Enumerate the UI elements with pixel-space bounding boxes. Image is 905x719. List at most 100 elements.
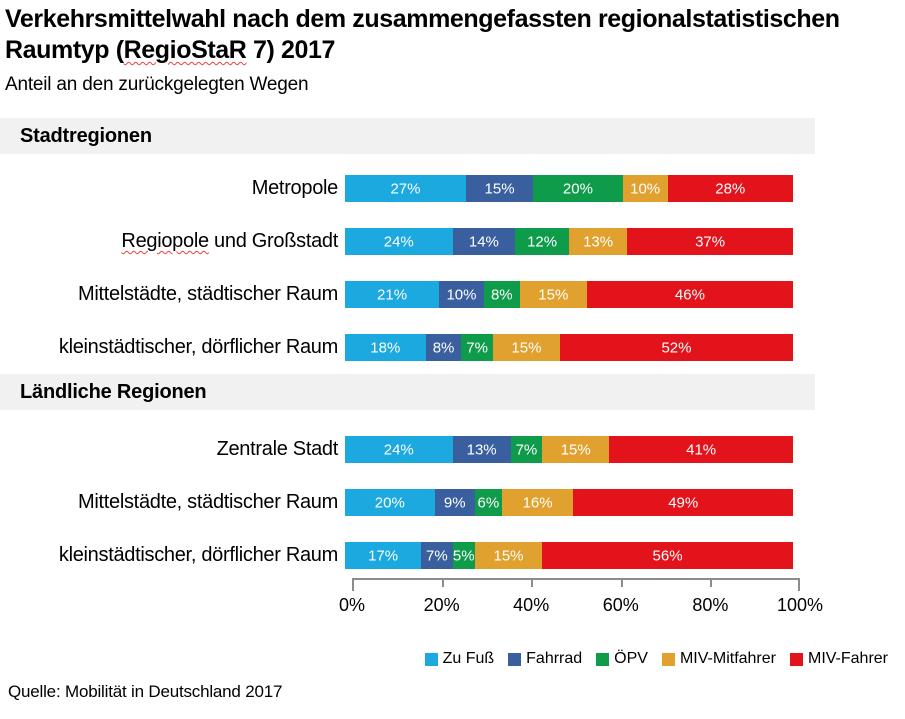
bar-value-label: 16% — [522, 494, 553, 511]
bar-value-label: 24% — [383, 233, 414, 250]
bar-value-label: 46% — [674, 286, 705, 303]
legend-swatch-zu-fu — [424, 652, 438, 666]
title-block: Verkehrsmittelwahl nach dem zusammengefa… — [0, 0, 905, 96]
legend-swatch-pv — [596, 652, 610, 666]
bar-segment-miv-fahrer: 56% — [542, 542, 793, 569]
legend-swatch-miv-fahrer — [789, 652, 803, 666]
bar-segment-miv-fahrer: 46% — [586, 281, 793, 308]
section-header-label: Ländliche Regionen — [20, 380, 207, 403]
chart-subtitle: Anteil an den zurückgelegten Wegen — [5, 74, 309, 95]
bar-segment-miv-fahrer: 28% — [667, 175, 793, 202]
bar-segment-pv: 7% — [461, 334, 493, 361]
bar-segment-fahrrad: 10% — [439, 281, 484, 308]
bar-segment-pv: 7% — [510, 436, 543, 463]
bar-value-label: 37% — [695, 233, 726, 250]
bar-segment-miv-mitfahrer: 10% — [622, 175, 668, 202]
bar-value-label: 21% — [377, 286, 408, 303]
bar-segment-zu-fu: 20% — [345, 489, 435, 516]
bar-value-label: 18% — [370, 339, 401, 356]
chart-row-zentrale-stadt: Zentrale Stadt 24% 13% 7% 15% 41% — [0, 423, 905, 476]
group-rows-l-ndliche-regionen: Zentrale Stadt 24% 13% 7% 15% 41% Mittelstädte… — [0, 410, 905, 582]
x-axis-tick-label: 60% — [602, 595, 639, 615]
stacked-bar: 24% 14% 12% 13% 37% — [345, 228, 793, 255]
legend-label: ÖPV — [614, 650, 648, 667]
bar-value-label: 24% — [383, 441, 414, 458]
x-axis-tick — [531, 578, 534, 587]
bar-value-label: 12% — [527, 233, 558, 250]
bar-value-label: 7% — [515, 441, 538, 458]
bar-segment-miv-mitfahrer: 15% — [519, 281, 587, 308]
legend-item-miv-fahrer: MIV-Fahrer — [789, 650, 888, 668]
bar-segment-miv-fahrer: 41% — [609, 436, 793, 463]
spellcheck-flagged-word: Regiopole — [121, 230, 209, 252]
bar-segment-pv: 20% — [533, 175, 623, 202]
bar-value-label: 7% — [425, 547, 448, 564]
bar-segment-fahrrad: 15% — [465, 175, 534, 202]
chart-title-line2-post: 7) 2017 — [246, 36, 335, 64]
bar-value-label: 15% — [493, 547, 524, 564]
bar-segment-miv-fahrer: 52% — [560, 334, 793, 361]
bar-segment-pv: 5% — [452, 542, 475, 569]
section-header-label: Stadtregionen — [20, 124, 152, 147]
bar-segment-fahrrad: 8% — [425, 334, 462, 361]
bar-value-label: 8% — [490, 286, 513, 303]
row-label-text: und Großstadt — [208, 230, 338, 252]
bar-segment-fahrrad: 13% — [452, 436, 511, 463]
stacked-bar: 27% 15% 20% 10% 28% — [345, 175, 793, 202]
source-note: Quelle: Mobilität in Deutschland 2017 — [8, 682, 283, 701]
legend-swatch-fahrrad — [508, 652, 522, 666]
x-axis-tick-label: 80% — [692, 595, 729, 615]
section-header-l-ndliche-regionen: Ländliche Regionen — [0, 374, 815, 410]
bar-value-label: 20% — [374, 494, 405, 511]
legend-label: MIV-Mitfahrer — [679, 650, 776, 667]
bar-value-label: 7% — [466, 339, 488, 356]
bar-segment-fahrrad: 9% — [434, 489, 475, 516]
bar-value-label: 41% — [686, 441, 717, 458]
bar-segment-miv-mitfahrer: 16% — [501, 489, 574, 516]
legend-item-fahrrad: Fahrrad — [508, 650, 582, 668]
group-rows-stadtregionen: Metropole 27% 15% 20% 10% 28% Regiopole und Gr… — [0, 154, 905, 374]
legend: Zu Fuß Fahrrad ÖPV MIV-Mitfahrer MIV-Fahrer — [0, 650, 905, 668]
bar-value-label: 20% — [562, 180, 593, 197]
bar-segment-zu-fu: 27% — [345, 175, 466, 202]
x-axis-tick — [710, 578, 713, 587]
bar-value-label: 15% — [511, 339, 542, 356]
bar-segment-fahrrad: 7% — [421, 542, 453, 569]
bar-value-label: 56% — [652, 547, 683, 564]
row-label: Zentrale Stadt — [0, 438, 345, 461]
x-axis-tick-label: 20% — [423, 595, 460, 615]
bar-segment-zu-fu: 17% — [345, 542, 422, 569]
bar-value-label: 27% — [390, 180, 421, 197]
bar-segment-miv-mitfahrer: 15% — [542, 436, 610, 463]
chart-title: Verkehrsmittelwahl nach dem zusammengefa… — [5, 4, 899, 66]
bar-value-label: 13% — [466, 441, 497, 458]
bar-value-label: 10% — [446, 286, 477, 303]
x-axis-line — [352, 578, 800, 580]
chart-title-line2-pre: Raumtyp ( — [5, 36, 124, 64]
stacked-bar: 20% 9% 6% 16% 49% — [345, 489, 793, 516]
stacked-bar: 17% 7% 5% 15% 56% — [345, 542, 793, 569]
x-axis-tick — [798, 578, 800, 591]
legend-item-miv-mitfahrer: MIV-Mitfahrer — [661, 650, 776, 668]
bar-segment-miv-mitfahrer: 15% — [474, 542, 543, 569]
chart-row-kleinst-dtischer-d-rflicher-raum: kleinstädtischer, dörflicher Raum 17% 7% 5%… — [0, 529, 905, 582]
bar-value-label: 15% — [484, 180, 515, 197]
bar-segment-zu-fu: 24% — [345, 228, 453, 255]
x-axis-tick — [441, 578, 444, 587]
section-header-stadtregionen: Stadtregionen — [0, 118, 815, 154]
row-label: kleinstädtischer, dörflicher Raum — [0, 336, 345, 359]
bar-segment-miv-fahrer: 37% — [627, 228, 793, 255]
x-axis-tick-label: 40% — [513, 595, 550, 615]
bar-segment-fahrrad: 14% — [452, 228, 516, 255]
row-label: kleinstädtischer, dörflicher Raum — [0, 544, 345, 567]
bar-value-label: 28% — [715, 180, 746, 197]
stacked-bar: 24% 13% 7% 15% 41% — [345, 436, 793, 463]
bar-segment-miv-fahrer: 49% — [573, 489, 793, 516]
legend-swatch-miv-mitfahrer — [661, 652, 675, 666]
row-label-text: Metropole — [251, 177, 339, 199]
bar-value-label: 14% — [468, 233, 499, 250]
bar-segment-miv-mitfahrer: 15% — [492, 334, 560, 361]
bar-segment-zu-fu: 18% — [345, 334, 426, 361]
x-axis-tick — [620, 578, 623, 587]
